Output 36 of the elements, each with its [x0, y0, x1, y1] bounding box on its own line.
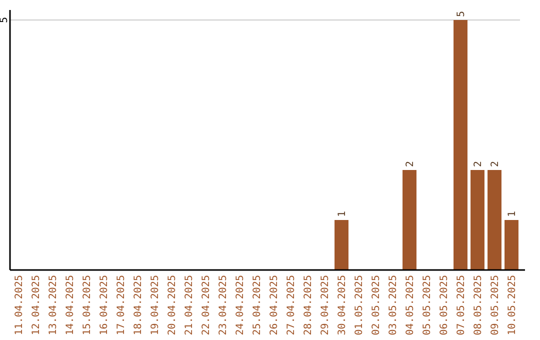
data-label: 2: [473, 160, 484, 167]
x-tick-label: 17.04.2025: [116, 275, 127, 336]
data-label: 2: [490, 160, 501, 167]
x-tick-label: 07.05.2025: [456, 275, 467, 336]
x-tick-label: 13.04.2025: [48, 275, 59, 336]
x-tick-label: 12.04.2025: [31, 275, 42, 336]
data-label: 1: [337, 210, 348, 217]
x-tick-label: 08.05.2025: [473, 275, 484, 336]
data-label: 2: [405, 160, 416, 167]
x-tick-label: 20.04.2025: [167, 275, 178, 336]
data-label: 1: [507, 210, 518, 217]
x-tick-label: 03.05.2025: [388, 275, 399, 336]
x-tick-label: 25.04.2025: [252, 275, 263, 336]
x-tick-label: 18.04.2025: [133, 275, 144, 336]
x-tick-label: 02.05.2025: [371, 275, 382, 336]
x-tick-label: 14.04.2025: [65, 275, 76, 336]
x-tick-label: 06.05.2025: [439, 275, 450, 336]
x-tick-label: 01.05.2025: [354, 275, 365, 336]
x-tick-label: 29.04.2025: [320, 275, 331, 336]
x-tick-label: 21.04.2025: [184, 275, 195, 336]
x-tick-label: 22.04.2025: [201, 275, 212, 336]
x-tick-label: 10.05.2025: [507, 275, 518, 336]
x-tick-label: 11.04.2025: [14, 275, 25, 336]
x-tick-label: 04.05.2025: [405, 275, 416, 336]
x-tick-label: 23.04.2025: [218, 275, 229, 336]
x-tick-label: 05.05.2025: [422, 275, 433, 336]
x-tick-label: 24.04.2025: [235, 275, 246, 336]
data-label: 5: [456, 10, 467, 17]
x-tick-label: 09.05.2025: [490, 275, 501, 336]
x-tick-label: 28.04.2025: [303, 275, 314, 336]
x-tick-label: 15.04.2025: [82, 275, 93, 336]
x-tick-label: 19.04.2025: [150, 275, 161, 336]
x-tick-label: 16.04.2025: [99, 275, 110, 336]
x-tick-label: 26.04.2025: [269, 275, 280, 336]
x-tick-label: 27.04.2025: [286, 275, 297, 336]
x-tick-label: 30.04.2025: [337, 275, 348, 336]
